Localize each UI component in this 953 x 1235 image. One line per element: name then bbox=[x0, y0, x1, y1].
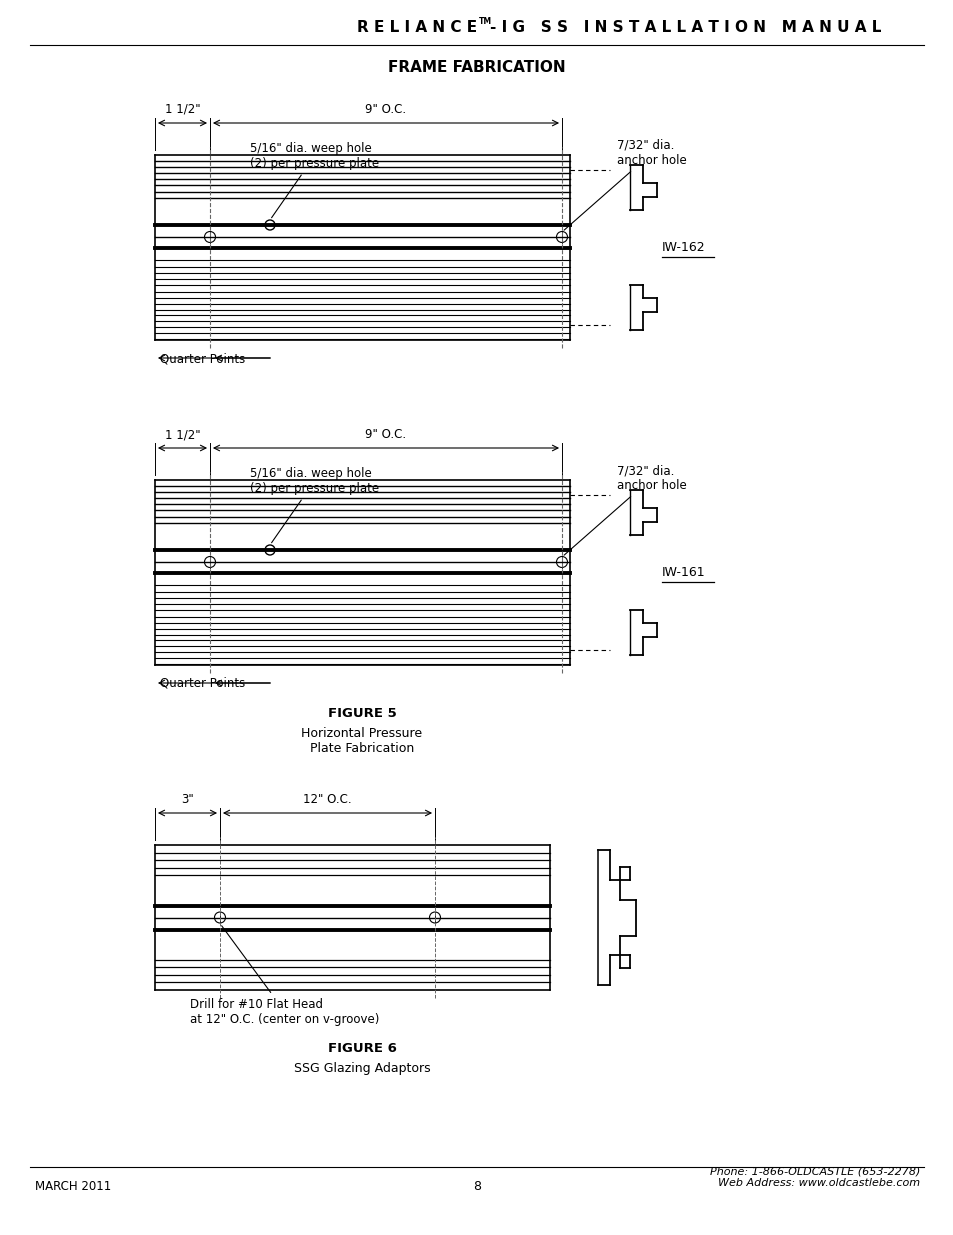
Text: IW-162: IW-162 bbox=[661, 241, 705, 254]
Text: Horizontal Pressure
Plate Fabrication: Horizontal Pressure Plate Fabrication bbox=[301, 727, 422, 755]
Text: 5/16" dia. weep hole
(2) per pressure plate: 5/16" dia. weep hole (2) per pressure pl… bbox=[250, 467, 378, 542]
Text: 9" O.C.: 9" O.C. bbox=[365, 429, 406, 441]
Text: 1 1/2": 1 1/2" bbox=[165, 103, 200, 116]
Text: 8: 8 bbox=[473, 1181, 480, 1193]
Text: 3": 3" bbox=[181, 793, 193, 806]
Text: 12" O.C.: 12" O.C. bbox=[303, 793, 352, 806]
Text: MARCH 2011: MARCH 2011 bbox=[35, 1181, 112, 1193]
Text: SSG Glazing Adaptors: SSG Glazing Adaptors bbox=[294, 1062, 430, 1074]
Text: 7/32" dia.
anchor hole: 7/32" dia. anchor hole bbox=[563, 464, 686, 556]
Text: FRAME FABRICATION: FRAME FABRICATION bbox=[388, 59, 565, 74]
Text: Drill for #10 Flat Head
at 12" O.C. (center on v-groove): Drill for #10 Flat Head at 12" O.C. (cen… bbox=[190, 926, 379, 1025]
Text: 5/16" dia. weep hole
(2) per pressure plate: 5/16" dia. weep hole (2) per pressure pl… bbox=[250, 142, 378, 217]
Text: Phone: 1-866-OLDCASTLE (653-2278)
Web Address: www.oldcastlebe.com: Phone: 1-866-OLDCASTLE (653-2278) Web Ad… bbox=[709, 1166, 919, 1188]
Text: - I G   S S   I N S T A L L A T I O N   M A N U A L: - I G S S I N S T A L L A T I O N M A N … bbox=[490, 20, 881, 35]
Text: TM: TM bbox=[478, 16, 492, 26]
Text: FIGURE 6: FIGURE 6 bbox=[327, 1042, 396, 1055]
Text: FIGURE 5: FIGURE 5 bbox=[327, 706, 395, 720]
Text: R E L I A N C E: R E L I A N C E bbox=[356, 20, 476, 35]
Text: Quarter Points: Quarter Points bbox=[160, 677, 245, 690]
Text: 7/32" dia.
anchor hole: 7/32" dia. anchor hole bbox=[563, 140, 686, 230]
Text: 9" O.C.: 9" O.C. bbox=[365, 103, 406, 116]
Text: 1 1/2": 1 1/2" bbox=[165, 429, 200, 441]
Text: Quarter Points: Quarter Points bbox=[160, 352, 245, 366]
Text: IW-161: IW-161 bbox=[661, 566, 705, 579]
